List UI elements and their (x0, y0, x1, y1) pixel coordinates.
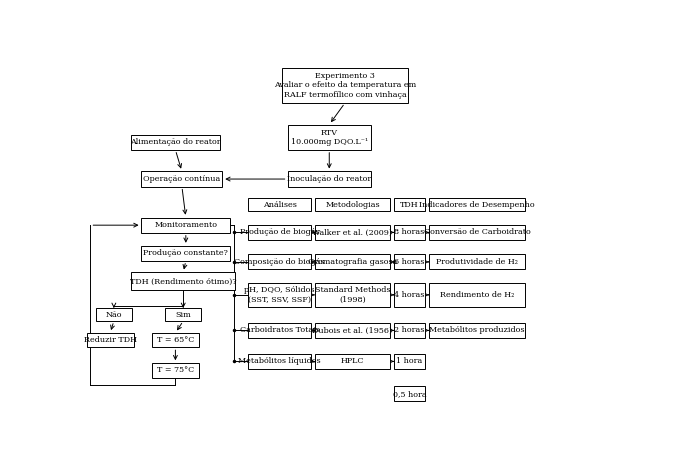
Text: Monitoramento: Monitoramento (154, 221, 217, 229)
FancyBboxPatch shape (248, 323, 311, 338)
Text: Reduzir TDH: Reduzir TDH (83, 336, 137, 344)
FancyBboxPatch shape (248, 283, 311, 307)
FancyBboxPatch shape (394, 386, 425, 402)
FancyBboxPatch shape (394, 198, 425, 211)
Text: T = 75°C: T = 75°C (157, 366, 194, 374)
FancyBboxPatch shape (429, 198, 526, 211)
Text: pH, DQO, Sólidos
(SST, SSV, SSF): pH, DQO, Sólidos (SST, SSV, SSF) (244, 286, 315, 304)
Text: Cromatografia gasosa: Cromatografia gasosa (308, 258, 397, 266)
FancyBboxPatch shape (141, 171, 222, 187)
FancyBboxPatch shape (283, 68, 408, 103)
Text: Sim: Sim (176, 311, 191, 319)
Text: 0,5 hora: 0,5 hora (393, 390, 427, 398)
Text: Experimento 3
Avaliar o efeito da temperatura em
RALF termofílico com vinhaça: Experimento 3 Avaliar o efeito da temper… (274, 72, 416, 99)
FancyBboxPatch shape (394, 225, 425, 240)
FancyBboxPatch shape (141, 246, 230, 261)
FancyBboxPatch shape (315, 225, 390, 240)
Text: Conversão de Carboidrato: Conversão de Carboidrato (424, 228, 530, 236)
FancyBboxPatch shape (315, 323, 390, 338)
Text: Inoculação do reator: Inoculação do reator (287, 175, 371, 183)
FancyBboxPatch shape (248, 225, 311, 240)
FancyBboxPatch shape (152, 363, 199, 378)
FancyBboxPatch shape (429, 225, 526, 240)
Text: Produção constante?: Produção constante? (143, 249, 228, 257)
FancyBboxPatch shape (131, 135, 219, 150)
FancyBboxPatch shape (394, 283, 425, 307)
FancyBboxPatch shape (394, 354, 425, 369)
Text: HPLC: HPLC (341, 358, 364, 366)
Text: Indicadores de Desempenho: Indicadores de Desempenho (419, 201, 535, 209)
FancyBboxPatch shape (248, 198, 311, 211)
FancyBboxPatch shape (248, 255, 311, 270)
Text: 2 horas: 2 horas (394, 326, 425, 335)
FancyBboxPatch shape (248, 354, 311, 369)
Text: Produtividade de H₂: Produtividade de H₂ (436, 258, 518, 266)
Text: Carboidratos Totais: Carboidratos Totais (240, 326, 320, 335)
FancyBboxPatch shape (96, 308, 132, 321)
Text: 4 horas: 4 horas (394, 291, 425, 299)
FancyBboxPatch shape (394, 255, 425, 270)
Text: Standard Methods
(1998): Standard Methods (1998) (315, 286, 390, 304)
FancyBboxPatch shape (141, 218, 230, 233)
FancyBboxPatch shape (315, 255, 390, 270)
FancyBboxPatch shape (315, 354, 390, 369)
Text: T = 65°C: T = 65°C (157, 336, 194, 344)
Text: Composição do biogás: Composição do biogás (234, 258, 325, 266)
Text: Metabólitos líquidos: Metabólitos líquidos (238, 358, 321, 366)
FancyBboxPatch shape (394, 323, 425, 338)
Text: TDH (Rendimento ótimo)?: TDH (Rendimento ótimo)? (130, 278, 236, 285)
Text: Rendimento de H₂: Rendimento de H₂ (440, 291, 514, 299)
Text: 6 horas: 6 horas (394, 258, 425, 266)
FancyBboxPatch shape (152, 333, 199, 347)
Text: 1 hora: 1 hora (396, 358, 423, 366)
FancyBboxPatch shape (429, 283, 526, 307)
Text: Análises: Análises (262, 201, 297, 209)
FancyBboxPatch shape (87, 333, 134, 347)
Text: Metodologias: Metodologias (325, 201, 380, 209)
Text: 8 horas: 8 horas (394, 228, 425, 236)
Text: Metabólitos produzidos: Metabólitos produzidos (429, 326, 525, 335)
Text: Não: Não (106, 311, 122, 319)
FancyBboxPatch shape (287, 171, 371, 187)
FancyBboxPatch shape (429, 255, 526, 270)
FancyBboxPatch shape (315, 198, 390, 211)
Text: TDH: TDH (400, 201, 419, 209)
Text: Operação contínua: Operação contínua (143, 175, 221, 183)
Text: Dubois et al. (1956): Dubois et al. (1956) (312, 326, 392, 335)
Text: Produção de biogás: Produção de biogás (240, 228, 320, 236)
FancyBboxPatch shape (287, 124, 371, 150)
Text: RTV
10.000mg DQO.L⁻¹: RTV 10.000mg DQO.L⁻¹ (291, 129, 368, 146)
Text: Walker et al. (2009): Walker et al. (2009) (312, 228, 392, 236)
Text: Alimentação do reator: Alimentação do reator (130, 138, 221, 146)
FancyBboxPatch shape (429, 323, 526, 338)
FancyBboxPatch shape (131, 272, 236, 290)
FancyBboxPatch shape (165, 308, 201, 321)
FancyBboxPatch shape (315, 283, 390, 307)
